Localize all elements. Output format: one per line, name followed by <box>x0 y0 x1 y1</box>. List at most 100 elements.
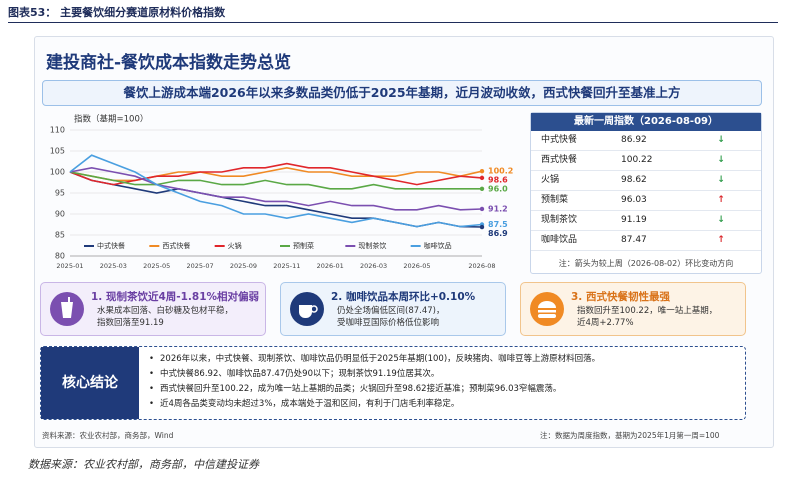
table-rows: 中式快餐 86.92 ↓ 西式快餐 100.22 ↓ 火锅 98.62 ↓ 预制菜 96.03 ↑ 现制… <box>531 131 761 251</box>
conclusion-label: 核心结论 <box>41 347 139 419</box>
cell-arrow: ↑ <box>717 195 725 205</box>
cell-name: 咖啡饮品 <box>541 235 578 245</box>
chart: 指数（基期=100） 80 85 90 95 100 105 110 2025-01 2025-0… <box>50 114 514 271</box>
y-tick-label: 95 <box>55 189 65 198</box>
legend-label: 咖啡饮品 <box>424 241 452 250</box>
cell-name: 火锅 <box>541 175 560 185</box>
cell-arrow: ↓ <box>717 155 725 165</box>
cell-name: 预制菜 <box>541 195 569 205</box>
source: 资料来源：农业农村部，商务部，Wind <box>42 431 174 440</box>
end-label: 100.2 <box>488 167 513 176</box>
end-label: 96.0 <box>488 185 508 194</box>
cell-arrow: ↑ <box>717 235 725 245</box>
x-tick-label: 2026-03 <box>360 262 387 270</box>
bullet: 2026年以来，中式快餐、现制茶饮、咖啡饮品仍明显低于2025年基期(100)，… <box>149 352 600 367</box>
card: 2. 咖啡饮品本周环比+0.10% 仍处全场偏低区间(87.47)， 受咖啡豆国际… <box>280 282 506 336</box>
x-tick-label: 2025-11 <box>273 262 300 270</box>
x-tick-label: 2026-05 <box>403 262 430 270</box>
cell-arrow: ↓ <box>717 215 725 225</box>
end-dot <box>479 206 485 212</box>
card-title: 3. 西式快餐韧性最强 <box>571 291 670 303</box>
card-body: 指数回升至100.22，唯一站上基期， 近4周+2.77% <box>577 305 717 329</box>
end-dot <box>479 175 485 181</box>
end-label: 86.9 <box>488 229 508 238</box>
cell-value: 91.19 <box>621 215 647 225</box>
end-dot <box>479 186 485 191</box>
table-row: 西式快餐 100.22 ↓ <box>531 151 761 171</box>
series-line <box>69 154 483 228</box>
table-row: 咖啡饮品 87.47 ↑ <box>531 231 761 251</box>
series-line <box>69 166 483 211</box>
x-tick-label: 2026-01 <box>317 262 344 270</box>
cell-name: 中式快餐 <box>541 135 578 145</box>
icon <box>290 292 324 326</box>
card: 1. 现制茶饮近4周-1.81%相对偏弱 水果成本回落、白砂糖及包材平稳， 指数回… <box>40 282 266 336</box>
conclusion: 核心结论 2026年以来，中式快餐、现制茶饮、咖啡饮品仍明显低于2025年基期(… <box>40 346 746 420</box>
table-row: 火锅 98.62 ↓ <box>531 171 761 191</box>
y-tick-label: 100 <box>50 168 65 177</box>
card-body: 仍处全场偏低区间(87.47)， 受咖啡豆国际价格低位影响 <box>337 305 444 329</box>
cell-value: 98.62 <box>621 175 647 185</box>
x-tick-label: 2025-05 <box>143 262 170 270</box>
bullets: 2026年以来，中式快餐、现制茶饮、咖啡饮品仍明显低于2025年基期(100)，… <box>149 352 600 412</box>
rule <box>8 22 778 23</box>
title: 建投商社-餐饮成本指数走势总览 <box>46 53 292 73</box>
series-line <box>69 162 483 186</box>
series-line <box>69 171 482 190</box>
bullet: 西式快餐回升至100.22，成为唯一站上基期的品类；火锅回升至98.62接近基准… <box>149 382 600 397</box>
end-label: 98.6 <box>488 176 508 185</box>
y-tick-label: 105 <box>50 147 65 156</box>
cell-name: 现制茶饮 <box>541 215 578 225</box>
table-row: 预制菜 96.03 ↑ <box>531 191 761 211</box>
cell-value: 87.47 <box>621 235 647 245</box>
table-row: 现制茶饮 91.19 ↓ <box>531 211 761 231</box>
card-line: 受咖啡豆国际价格低位影响 <box>337 318 440 328</box>
card-line: 近4周+2.77% <box>577 318 634 328</box>
x-tick-label: 2025-09 <box>230 262 257 270</box>
legend-label: 预制菜 <box>293 241 314 250</box>
icon <box>530 292 564 326</box>
y-tick-label: 90 <box>55 210 65 219</box>
icon <box>50 292 84 326</box>
header: 图表53： 主要餐饮细分赛道原材料价格指数 <box>8 6 226 19</box>
card-title: 2. 咖啡饮品本周环比+0.10% <box>331 291 476 303</box>
note: 注：数据为周度指数，基期为2025年1月第一周=100 <box>540 431 720 440</box>
cell-name: 西式快餐 <box>541 155 578 165</box>
subtitle: 餐饮上游成本端2026年以来多数品类仍低于2025年基期，近月波动收敛，西式快餐… <box>42 80 762 106</box>
y-tick-label: 80 <box>55 252 65 261</box>
latest-table: 最新一周指数（2026-08-09） 中式快餐 86.92 ↓ 西式快餐 100.22 ↓… <box>530 112 762 274</box>
bullet: 近4周各品类变动均未超过3%，成本端处于温和区间，有利于门店毛利率稳定。 <box>149 397 600 412</box>
legend-label: 中式快餐 <box>97 241 125 250</box>
x-tick-label: 2025-07 <box>187 262 214 270</box>
card-body: 水果成本回落、白砂糖及包材平稳， 指数回落至91.19 <box>97 305 233 329</box>
cell-arrow: ↓ <box>717 135 725 145</box>
card-line: 水果成本回落、白砂糖及包材平稳， <box>97 306 234 316</box>
cell-value: 86.92 <box>621 135 647 145</box>
card-line: 仍处全场偏低区间(87.47)， <box>337 306 445 316</box>
end-label: 91.2 <box>488 204 508 213</box>
legend-label: 西式快餐 <box>162 241 190 250</box>
y-axis-label: 指数（基期=100） <box>74 114 148 125</box>
end-dot <box>479 224 485 230</box>
bottom-source: 数据来源：农业农村部，商务部，中信建投证券 <box>28 458 259 471</box>
end-label: 87.5 <box>488 220 508 229</box>
x-tick-label: 2025-01 <box>56 262 83 270</box>
legend-label: 火锅 <box>228 241 242 250</box>
card-line: 指数回升至100.22，唯一站上基期， <box>577 306 718 316</box>
legend-label: 现制茶饮 <box>358 241 386 250</box>
table-row: 中式快餐 86.92 ↓ <box>531 131 761 151</box>
table-note: 注：箭头为较上周（2026-08-02）环比变动方向 <box>558 259 734 268</box>
card: 3. 西式快餐韧性最强 指数回升至100.22，唯一站上基期， 近4周+2.77% <box>520 282 746 336</box>
x-tick-label: 2025-03 <box>100 262 127 270</box>
card-title: 1. 现制茶饮近4周-1.81%相对偏弱 <box>91 291 260 303</box>
card-line: 指数回落至91.19 <box>97 318 164 328</box>
table-title: 最新一周指数（2026-08-09） <box>531 113 761 131</box>
y-tick-label: 110 <box>50 126 65 135</box>
cell-value: 100.22 <box>621 155 653 165</box>
x-tick-label: 2026-08 <box>468 262 495 270</box>
cell-arrow: ↓ <box>717 175 725 185</box>
end-dot <box>479 168 485 174</box>
series-line <box>69 166 483 182</box>
bullet: 中式快餐86.92、咖啡饮品87.47仍处90以下；现制茶饮91.19位居其次。 <box>149 367 600 382</box>
